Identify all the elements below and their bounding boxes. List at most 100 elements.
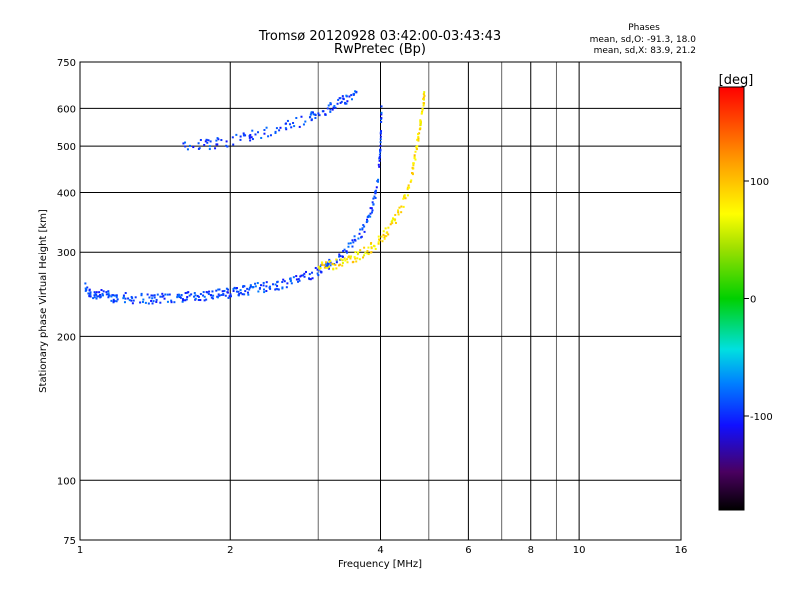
echo-point — [407, 184, 410, 187]
echo-point — [370, 211, 373, 214]
echo-point — [276, 284, 279, 287]
colorbar-tick-label: 0 — [750, 295, 756, 306]
echo-point — [262, 284, 265, 287]
colorbar-tick-label: 100 — [750, 177, 769, 188]
echo-point — [249, 139, 252, 142]
echo-point — [392, 218, 395, 221]
echo-point — [244, 290, 247, 293]
echo-point — [194, 297, 197, 300]
echo-point — [391, 219, 394, 222]
echo-point — [332, 267, 335, 270]
echo-point — [93, 294, 96, 297]
echo-point — [215, 143, 218, 146]
echo-point — [89, 293, 92, 296]
echo-point — [110, 295, 113, 298]
echo-point — [222, 292, 225, 295]
echo-point — [318, 114, 321, 117]
echo-point — [300, 115, 303, 118]
echo-point — [227, 288, 230, 291]
chart-subtitle: RwPretec (Bp) — [334, 42, 426, 57]
echo-point — [180, 294, 183, 297]
echo-point — [206, 291, 209, 294]
echo-point — [324, 265, 327, 268]
echo-point — [206, 141, 209, 144]
echo-point — [338, 255, 341, 258]
echo-point — [345, 94, 348, 97]
echo-point — [124, 292, 127, 295]
echo-point — [404, 197, 407, 200]
echo-point — [215, 139, 218, 142]
echo-point — [155, 298, 158, 301]
echo-point — [339, 255, 342, 258]
echo-point — [207, 139, 210, 142]
echo-point — [260, 136, 263, 139]
echo-point — [384, 235, 387, 238]
echo-point — [391, 222, 394, 225]
echo-point — [374, 192, 377, 195]
echo-point — [309, 116, 312, 119]
echo-point — [197, 142, 200, 145]
stats-header: Phases — [628, 23, 660, 33]
echo-point — [122, 296, 125, 299]
echo-point — [380, 235, 383, 238]
echo-point — [166, 300, 169, 303]
echo-point — [341, 264, 344, 267]
echo-point — [298, 125, 301, 128]
echo-point — [88, 295, 91, 298]
echo-point — [362, 224, 365, 227]
y-tick-labels: 75 100 200 300 400 500 600 750 — [57, 58, 76, 547]
echo-point — [275, 287, 278, 290]
echo-point — [379, 138, 382, 141]
echo-point — [289, 280, 292, 283]
echo-point — [99, 295, 102, 298]
echo-point — [367, 246, 370, 249]
echo-point — [107, 292, 110, 295]
echo-point — [242, 132, 245, 135]
echo-point — [193, 292, 196, 295]
echo-point — [265, 126, 268, 129]
echo-point — [406, 188, 409, 191]
echo-point — [339, 263, 342, 266]
echo-point — [378, 239, 381, 242]
echo-point — [358, 232, 361, 235]
echo-point — [397, 209, 400, 212]
echo-point — [345, 102, 348, 105]
echo-point — [359, 249, 362, 252]
echo-point — [308, 273, 311, 276]
echo-point — [370, 241, 373, 244]
echo-point — [243, 293, 246, 296]
echo-point — [346, 258, 349, 261]
echo-point — [325, 261, 328, 264]
echo-point — [153, 296, 156, 299]
echo-point — [202, 291, 205, 294]
echo-point — [184, 145, 187, 148]
echo-point — [361, 228, 364, 231]
echo-point — [93, 291, 96, 294]
echo-point — [360, 236, 363, 239]
x-tick-label: 8 — [528, 545, 534, 556]
echo-point — [217, 288, 220, 291]
echo-point — [115, 296, 118, 299]
echo-point — [263, 288, 266, 291]
echo-point — [199, 138, 202, 141]
echo-point — [223, 289, 226, 292]
echo-point — [139, 301, 142, 304]
echo-point — [225, 144, 228, 147]
echo-point — [311, 277, 314, 280]
echo-point — [239, 291, 242, 294]
echo-point — [363, 254, 366, 257]
echo-point — [199, 293, 202, 296]
echo-point — [226, 291, 229, 294]
echo-point — [283, 280, 286, 283]
echo-point — [216, 137, 219, 140]
echo-point — [203, 143, 206, 146]
echo-point — [184, 141, 187, 144]
echo-point — [151, 297, 154, 300]
echo-point — [260, 284, 263, 287]
echo-point — [259, 287, 262, 290]
echo-point — [383, 237, 386, 240]
echo-point — [410, 179, 413, 182]
echo-point — [380, 130, 383, 133]
echo-point — [292, 276, 295, 279]
plot-frame — [79, 61, 682, 541]
